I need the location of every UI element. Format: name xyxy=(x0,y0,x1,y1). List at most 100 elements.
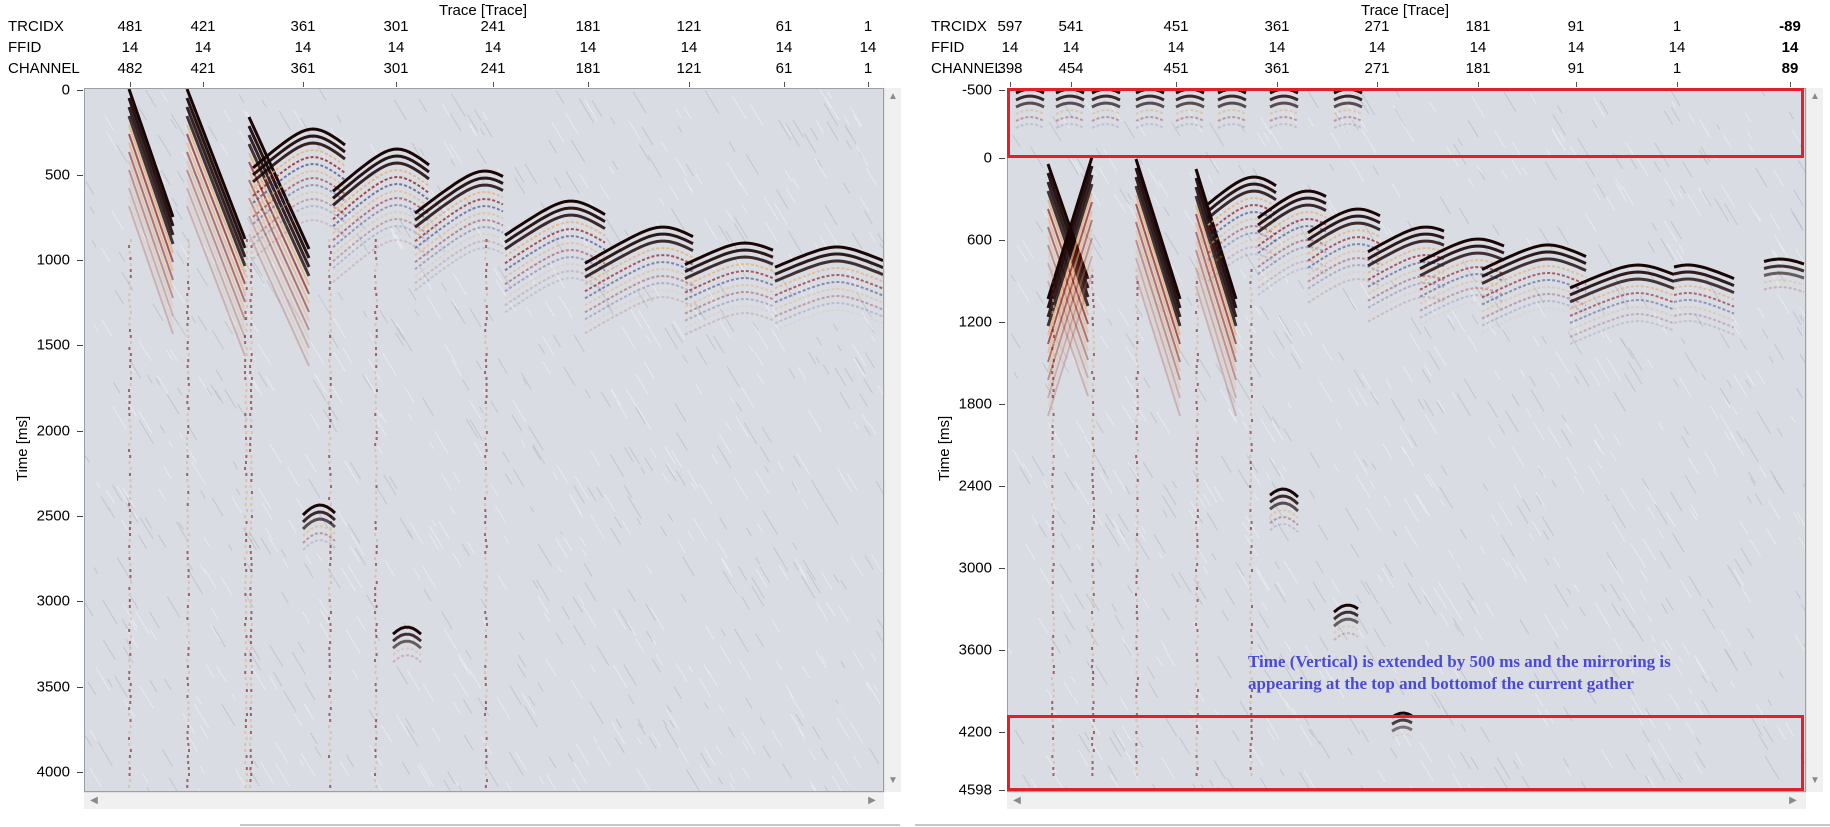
triangle-up-icon[interactable]: ▲ xyxy=(888,91,898,102)
header-ffid-value: 14 xyxy=(680,39,698,56)
header-ffid-value: 14 xyxy=(579,39,597,56)
time-tick-mark xyxy=(77,687,83,688)
header-tick xyxy=(1478,82,1479,87)
header-ffid-value: 14 xyxy=(1001,39,1019,56)
time-tick-mark xyxy=(999,158,1005,159)
header-channel-value: 61 xyxy=(775,60,793,77)
header-trcidx-value: 271 xyxy=(1364,18,1390,35)
header-label-ffid: FFID xyxy=(931,39,965,56)
header-channel-value: 482 xyxy=(117,60,143,77)
right-vertical-scrollbar[interactable]: ▲ ▼ xyxy=(1806,88,1823,792)
time-tick-label: 3000 xyxy=(36,592,70,610)
left-gather-panel: Trace [Trace] TRCIDX FFID CHANNEL 481 14 4… xyxy=(0,0,905,827)
time-tick-label: 0 xyxy=(983,149,992,167)
header-channel-value: 181 xyxy=(1465,60,1491,77)
header-tick xyxy=(1176,82,1177,87)
header-trcidx-value: 61 xyxy=(775,18,793,35)
time-tick-mark xyxy=(77,260,83,261)
header-trcidx-value: -89 xyxy=(1779,18,1801,35)
time-tick-mark xyxy=(77,90,83,91)
time-tick-label: 3500 xyxy=(36,678,70,696)
header-tick xyxy=(1377,82,1378,87)
header-ffid-value: 14 xyxy=(484,39,502,56)
time-tick-label: 4598 xyxy=(958,781,992,799)
header-tick xyxy=(1576,82,1577,87)
header-tick xyxy=(1277,82,1278,87)
header-trcidx-value: 121 xyxy=(676,18,702,35)
annotation-note: Time (Vertical) is extended by 500 ms an… xyxy=(1248,651,1671,695)
header-trcidx-value: 1 xyxy=(863,18,873,35)
right-horizontal-scrollbar[interactable]: ◀ ▶ xyxy=(1007,792,1806,809)
header-ffid-value: 14 xyxy=(294,39,312,56)
right-gather-panel: Trace [Trace] TRCIDX FFID CHANNEL 597 14 3… xyxy=(922,0,1830,827)
time-tick-mark xyxy=(999,732,1005,733)
header-trcidx-value: 361 xyxy=(1264,18,1290,35)
header-label-ffid: FFID xyxy=(8,39,42,56)
header-channel-value: 361 xyxy=(290,60,316,77)
header-trcidx-value: 421 xyxy=(190,18,216,35)
header-trcidx-value: 541 xyxy=(1058,18,1084,35)
header-ffid-value: 14 xyxy=(775,39,793,56)
header-tick xyxy=(493,82,494,87)
triangle-right-icon[interactable]: ▶ xyxy=(1789,795,1797,806)
time-tick-mark xyxy=(999,404,1005,405)
header-trcidx-value: 181 xyxy=(1465,18,1491,35)
header-tick xyxy=(784,82,785,87)
header-channel-value: 361 xyxy=(1264,60,1290,77)
triangle-up-icon[interactable]: ▲ xyxy=(1810,91,1820,102)
header-trcidx-value: 91 xyxy=(1567,18,1585,35)
header-ffid-value: 14 xyxy=(387,39,405,56)
time-tick-mark xyxy=(77,772,83,773)
time-tick-mark xyxy=(999,568,1005,569)
header-tick xyxy=(588,82,589,87)
triangle-down-icon[interactable]: ▼ xyxy=(888,775,898,786)
header-tick xyxy=(1071,82,1072,87)
header-trcidx-value: 481 xyxy=(117,18,143,35)
triangle-down-icon[interactable]: ▼ xyxy=(1810,775,1820,786)
header-tick xyxy=(1677,82,1678,87)
header-trcidx-value: 451 xyxy=(1163,18,1189,35)
header-tick xyxy=(303,82,304,87)
header-tick xyxy=(1790,82,1791,87)
header-trcidx-value: 1 xyxy=(1672,18,1682,35)
left-vertical-scrollbar[interactable]: ▲ ▼ xyxy=(884,88,901,792)
right-seismic-canvas xyxy=(1008,89,1805,791)
time-tick-mark xyxy=(999,322,1005,323)
time-tick-mark xyxy=(999,486,1005,487)
header-ffid-value: 14 xyxy=(1567,39,1585,56)
header-channel-value: 181 xyxy=(575,60,601,77)
time-tick-mark xyxy=(77,431,83,432)
status-divider-left xyxy=(240,824,900,826)
triangle-left-icon[interactable]: ◀ xyxy=(90,795,98,806)
header-channel-value: 1 xyxy=(1672,60,1682,77)
header-trcidx-value: 181 xyxy=(575,18,601,35)
right-seismic-plot[interactable] xyxy=(1007,88,1806,792)
header-channel-value: 398 xyxy=(997,60,1023,77)
time-tick-label: 1000 xyxy=(36,251,70,269)
header-ffid-value: 14 xyxy=(1062,39,1080,56)
header-channel-value: 454 xyxy=(1058,60,1084,77)
time-tick-mark xyxy=(77,516,83,517)
header-ffid-value: 14 xyxy=(1167,39,1185,56)
time-tick-label: 2000 xyxy=(36,422,70,440)
time-tick-label: 4000 xyxy=(36,763,70,781)
header-channel-value: 121 xyxy=(676,60,702,77)
header-trcidx-value: 597 xyxy=(997,18,1023,35)
header-ffid-value: 14 xyxy=(194,39,212,56)
header-trcidx-value: 301 xyxy=(383,18,409,35)
header-tick xyxy=(868,82,869,87)
left-horizontal-scrollbar[interactable]: ◀ ▶ xyxy=(84,792,884,809)
top-mirror-highlight-box xyxy=(1007,88,1804,158)
time-tick-label: 500 xyxy=(44,166,70,184)
trace-axis-title: Trace [Trace] xyxy=(1360,2,1450,19)
trace-axis-title: Trace [Trace] xyxy=(438,2,528,19)
time-tick-mark xyxy=(999,90,1005,91)
header-ffid-value: 14 xyxy=(859,39,877,56)
triangle-right-icon[interactable]: ▶ xyxy=(868,795,876,806)
triangle-left-icon[interactable]: ◀ xyxy=(1013,795,1021,806)
header-ffid-value: 14 xyxy=(1668,39,1686,56)
left-seismic-plot[interactable] xyxy=(84,88,884,792)
time-tick-label: 3000 xyxy=(958,559,992,577)
time-tick-label: -500 xyxy=(961,81,992,99)
time-tick-label: 1500 xyxy=(36,336,70,354)
